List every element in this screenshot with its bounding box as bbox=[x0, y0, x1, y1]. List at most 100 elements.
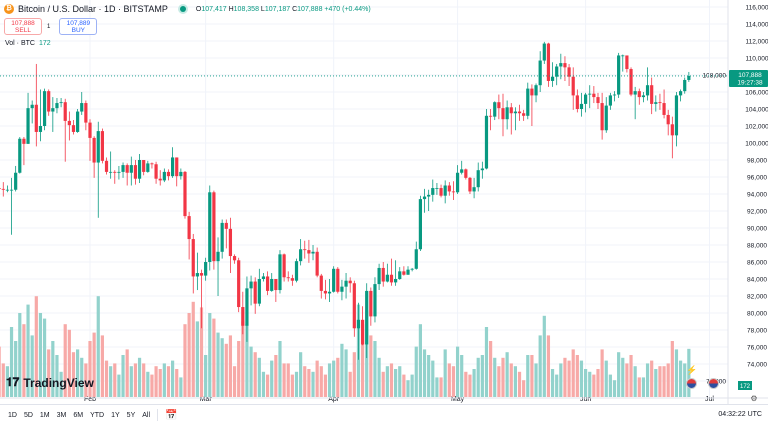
volume-bar bbox=[431, 360, 435, 397]
y-tick-label: 116,000 bbox=[745, 5, 768, 12]
candle-body bbox=[493, 102, 497, 117]
y-tick-label: 76,000 bbox=[747, 345, 767, 352]
candle-body bbox=[501, 108, 505, 120]
candle-body bbox=[571, 76, 575, 96]
timeframe-1y[interactable]: 1Y bbox=[111, 411, 120, 419]
timeframe-1m[interactable]: 1M bbox=[39, 411, 50, 419]
volume-bar bbox=[109, 366, 113, 397]
timeframe-ytd[interactable]: YTD bbox=[90, 411, 105, 419]
candle-body bbox=[323, 290, 328, 294]
y-tick-label: 102,000 bbox=[745, 124, 768, 131]
candle-body bbox=[88, 122, 92, 138]
volume-bar bbox=[100, 335, 104, 397]
timeframe-1d[interactable]: 1D bbox=[8, 411, 17, 419]
volume-bar bbox=[216, 332, 220, 397]
volume-bar bbox=[422, 349, 427, 397]
lightning-icon[interactable]: ⚡ bbox=[686, 365, 698, 375]
x-tick-label: Mar bbox=[200, 396, 213, 403]
symbol-title[interactable]: Bitcoin / U.S. Dollar · 1D · BITSTAMP bbox=[18, 4, 168, 14]
volume-bar bbox=[290, 374, 294, 397]
candle-body bbox=[146, 163, 150, 172]
volume-bar bbox=[146, 371, 150, 397]
volume-bar bbox=[592, 374, 596, 397]
volume-bar bbox=[14, 341, 18, 397]
candle-body bbox=[348, 280, 352, 284]
candle-body bbox=[195, 273, 199, 277]
x-tick-label: Jul bbox=[705, 396, 714, 403]
volume-bar bbox=[559, 363, 563, 397]
y-tick-label: 78,000 bbox=[747, 328, 767, 335]
candle-body bbox=[645, 85, 650, 96]
volume-bar bbox=[294, 371, 299, 397]
us-flag-event-icon[interactable] bbox=[686, 378, 697, 389]
candle-body bbox=[249, 281, 253, 289]
volume-bar bbox=[245, 324, 249, 397]
candle-body bbox=[410, 268, 414, 270]
x-tick-label: Apr bbox=[328, 396, 340, 403]
volume-bar bbox=[369, 335, 373, 397]
volume-bar bbox=[336, 357, 340, 397]
volume-bar bbox=[282, 363, 286, 397]
timeframe-6m[interactable]: 6M bbox=[73, 411, 84, 419]
volume-bar bbox=[18, 313, 22, 397]
volume-bar bbox=[352, 352, 356, 397]
volume-bar bbox=[311, 371, 315, 397]
timeframe-3m[interactable]: 3M bbox=[56, 411, 67, 419]
volume-bar bbox=[522, 380, 526, 397]
candle-body bbox=[612, 94, 617, 96]
candle-body bbox=[406, 269, 410, 275]
candle-body bbox=[117, 171, 121, 173]
candle-body bbox=[34, 104, 38, 132]
volume-bar bbox=[414, 346, 418, 397]
settings-icon[interactable]: ⚙ bbox=[750, 394, 757, 403]
candle-body bbox=[18, 138, 22, 173]
tradingview-logo[interactable]: 𝟏𝟕 TradingView bbox=[6, 375, 94, 390]
utc-clock[interactable]: 04:32:22 UTC bbox=[718, 411, 762, 418]
volume-bar bbox=[596, 369, 600, 397]
candle-body bbox=[443, 185, 447, 196]
candle-body bbox=[625, 55, 629, 70]
candle-body bbox=[604, 105, 608, 131]
volume-bar bbox=[30, 335, 34, 397]
volume-bar bbox=[579, 360, 584, 397]
timeframe-5d[interactable]: 5D bbox=[23, 411, 33, 419]
volume-bar bbox=[113, 363, 117, 397]
y-tick-label: 90,000 bbox=[747, 226, 767, 233]
volume-bar bbox=[674, 349, 679, 397]
candle-body bbox=[340, 286, 344, 292]
volume-bar bbox=[121, 355, 125, 397]
volume-bar bbox=[385, 366, 389, 397]
candle-body bbox=[394, 279, 398, 283]
candle-body bbox=[596, 97, 600, 104]
timeframe-5y[interactable]: 5Y bbox=[126, 411, 136, 419]
symbol-legend: ₿ Bitcoin / U.S. Dollar · 1D · BITSTAMP … bbox=[4, 4, 371, 14]
candle-body bbox=[220, 222, 224, 252]
bottom-toolbar: 1D 5D 1M 3M 6M YTD 1Y 5Y All 📅 bbox=[0, 404, 768, 425]
us-flag-event-icon[interactable] bbox=[708, 378, 719, 389]
volume-bar bbox=[530, 355, 534, 397]
volume-bar bbox=[621, 357, 625, 397]
calendar-range-icon[interactable]: 📅 bbox=[165, 409, 178, 421]
volume-bar bbox=[158, 369, 162, 397]
sell-button[interactable]: 107,888 SELL bbox=[4, 18, 42, 35]
volume-bar bbox=[84, 363, 88, 397]
y-tick-label: 114,000 bbox=[745, 22, 768, 29]
volume-bar bbox=[654, 369, 658, 397]
candle-body bbox=[121, 165, 125, 172]
y-tick-label: 84,000 bbox=[747, 277, 767, 284]
volume-bar bbox=[571, 349, 575, 397]
volume-bar bbox=[480, 355, 484, 397]
candlestick-chart[interactable]: 72,00074,00076,00078,00080,00082,00084,0… bbox=[0, 0, 768, 404]
spread: 1 bbox=[47, 23, 51, 30]
volume-bar bbox=[9, 327, 14, 397]
volume-bar bbox=[629, 355, 633, 397]
candle-body bbox=[1, 188, 5, 190]
volume-bar bbox=[505, 352, 509, 397]
buy-button[interactable]: 107,889 BUY bbox=[59, 18, 98, 35]
volume-bar bbox=[38, 313, 43, 397]
volume-bar bbox=[257, 357, 261, 397]
volume-bar bbox=[633, 366, 637, 397]
timeframe-all[interactable]: All bbox=[142, 411, 151, 419]
candle-body bbox=[476, 170, 480, 188]
volume-bar bbox=[137, 357, 142, 397]
